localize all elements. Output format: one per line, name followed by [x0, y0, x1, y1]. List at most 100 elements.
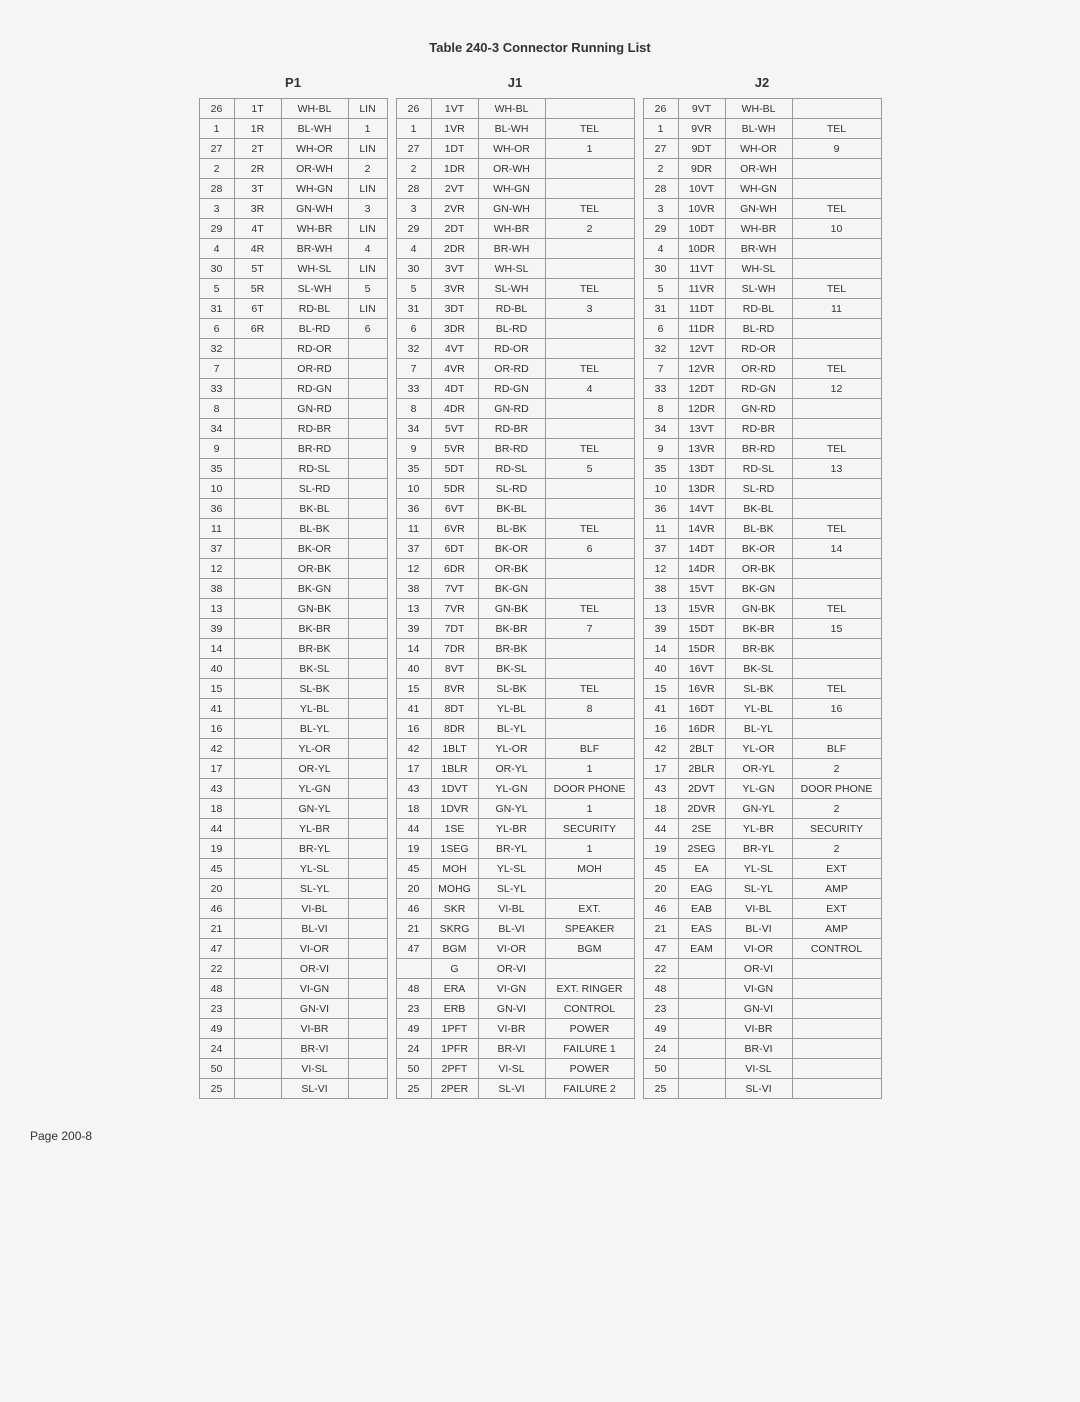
table-row: 45YL-SL: [199, 859, 387, 879]
table-row: 20SL-YL: [199, 879, 387, 899]
table-j2: 269VTWH-BL19VRBL-WHTEL279DTWH-OR929DROR-…: [643, 98, 882, 1099]
cell-note: [545, 559, 634, 579]
cell-code: [234, 419, 281, 439]
cell-n: 21: [199, 919, 234, 939]
cell-note: BLF: [545, 739, 634, 759]
cell-code: 5VR: [431, 439, 478, 459]
table-row: 55RSL-WH5: [199, 279, 387, 299]
cell-note: POWER: [545, 1059, 634, 1079]
cell-code: [234, 679, 281, 699]
cell-code: [234, 979, 281, 999]
cell-code: EA: [678, 859, 725, 879]
cell-n: 39: [396, 619, 431, 639]
table-row: 24BR-VI: [199, 1039, 387, 1059]
cell-n: 46: [199, 899, 234, 919]
cell-n: 30: [643, 259, 678, 279]
table-row: 44YL-BR: [199, 819, 387, 839]
cell-code: [234, 379, 281, 399]
table-row: 42YL-OR: [199, 739, 387, 759]
cell-n: 50: [643, 1059, 678, 1079]
cell-note: POWER: [545, 1019, 634, 1039]
cell-code: [234, 739, 281, 759]
cell-n: 37: [396, 539, 431, 559]
table-row: 16BL-YL: [199, 719, 387, 739]
cell-wire: WH-SL: [478, 259, 545, 279]
table-row: 310VRGN-WHTEL: [643, 199, 881, 219]
cell-code: 8DT: [431, 699, 478, 719]
cell-n: 12: [396, 559, 431, 579]
cell-lin: [348, 619, 387, 639]
cell-wire: SL-WH: [281, 279, 348, 299]
cell-wire: VI-OR: [725, 939, 792, 959]
table-row: 47BGMVI-ORBGM: [396, 939, 634, 959]
table-row: 3212VTRD-OR: [643, 339, 881, 359]
cell-n: 30: [396, 259, 431, 279]
cell-n: 41: [643, 699, 678, 719]
cell-n: 1: [643, 119, 678, 139]
cell-wire: GN-WH: [281, 199, 348, 219]
cell-n: 50: [396, 1059, 431, 1079]
cell-code: 6T: [234, 299, 281, 319]
cell-note: 15: [792, 619, 881, 639]
table-row: 1516VRSL-BKTEL: [643, 679, 881, 699]
cell-n: 28: [396, 179, 431, 199]
cell-n: 27: [396, 139, 431, 159]
cell-wire: WH-SL: [725, 259, 792, 279]
cell-code: [234, 799, 281, 819]
table-row: 432DVTYL-GNDOOR PHONE: [643, 779, 881, 799]
table-row: 35RD-SL: [199, 459, 387, 479]
cell-code: [234, 779, 281, 799]
table-row: 105DRSL-RD: [396, 479, 634, 499]
cell-n: 7: [199, 359, 234, 379]
table-row: 279DTWH-OR9: [643, 139, 881, 159]
table-row: 168DRBL-YL: [396, 719, 634, 739]
table-row: 442SEYL-BRSECURITY: [643, 819, 881, 839]
table-p1: 261TWH-BLLIN11RBL-WH1272TWH-ORLIN22ROR-W…: [199, 98, 388, 1099]
cell-code: 2PER: [431, 1079, 478, 1099]
table-row: 1013DRSL-RD: [643, 479, 881, 499]
cell-lin: [348, 379, 387, 399]
cell-wire: GN-RD: [725, 399, 792, 419]
cell-wire: BL-BK: [281, 519, 348, 539]
cell-n: 48: [643, 979, 678, 999]
cell-wire: RD-BR: [281, 419, 348, 439]
cell-code: 2SEG: [678, 839, 725, 859]
cell-wire: SL-VI: [478, 1079, 545, 1099]
cell-code: BGM: [431, 939, 478, 959]
table-row: 43YL-GN: [199, 779, 387, 799]
cell-code: 1SE: [431, 819, 478, 839]
cell-note: [792, 99, 881, 119]
cell-wire: GN-BK: [281, 599, 348, 619]
cell-wire: VI-SL: [281, 1059, 348, 1079]
cell-wire: WH-BL: [478, 99, 545, 119]
cell-code: 12DT: [678, 379, 725, 399]
cell-code: 1VR: [431, 119, 478, 139]
cell-wire: BR-VI: [478, 1039, 545, 1059]
cell-note: [792, 1059, 881, 1079]
cell-n: 32: [199, 339, 234, 359]
cell-code: 1DVR: [431, 799, 478, 819]
cell-lin: [348, 499, 387, 519]
cell-wire: RD-BR: [478, 419, 545, 439]
cell-code: 1DVT: [431, 779, 478, 799]
cell-code: [234, 459, 281, 479]
cell-wire: SL-YL: [725, 879, 792, 899]
cell-lin: [348, 759, 387, 779]
cell-n: 11: [199, 519, 234, 539]
cell-n: 23: [643, 999, 678, 1019]
cell-n: 14: [643, 639, 678, 659]
cell-note: TEL: [545, 439, 634, 459]
cell-wire: YL-BL: [478, 699, 545, 719]
cell-n: 12: [199, 559, 234, 579]
cell-n: 46: [396, 899, 431, 919]
cell-wire: SL-RD: [281, 479, 348, 499]
table-row: 53VRSL-WHTEL: [396, 279, 634, 299]
cell-wire: YL-SL: [478, 859, 545, 879]
cell-wire: OR-WH: [725, 159, 792, 179]
cell-n: 28: [199, 179, 234, 199]
block-p1: P1 261TWH-BLLIN11RBL-WH1272TWH-ORLIN22RO…: [199, 75, 388, 1099]
cell-note: FAILURE 2: [545, 1079, 634, 1099]
table-row: 272TWH-ORLIN: [199, 139, 387, 159]
cell-n: 32: [396, 339, 431, 359]
table-row: 20EAGSL-YLAMP: [643, 879, 881, 899]
